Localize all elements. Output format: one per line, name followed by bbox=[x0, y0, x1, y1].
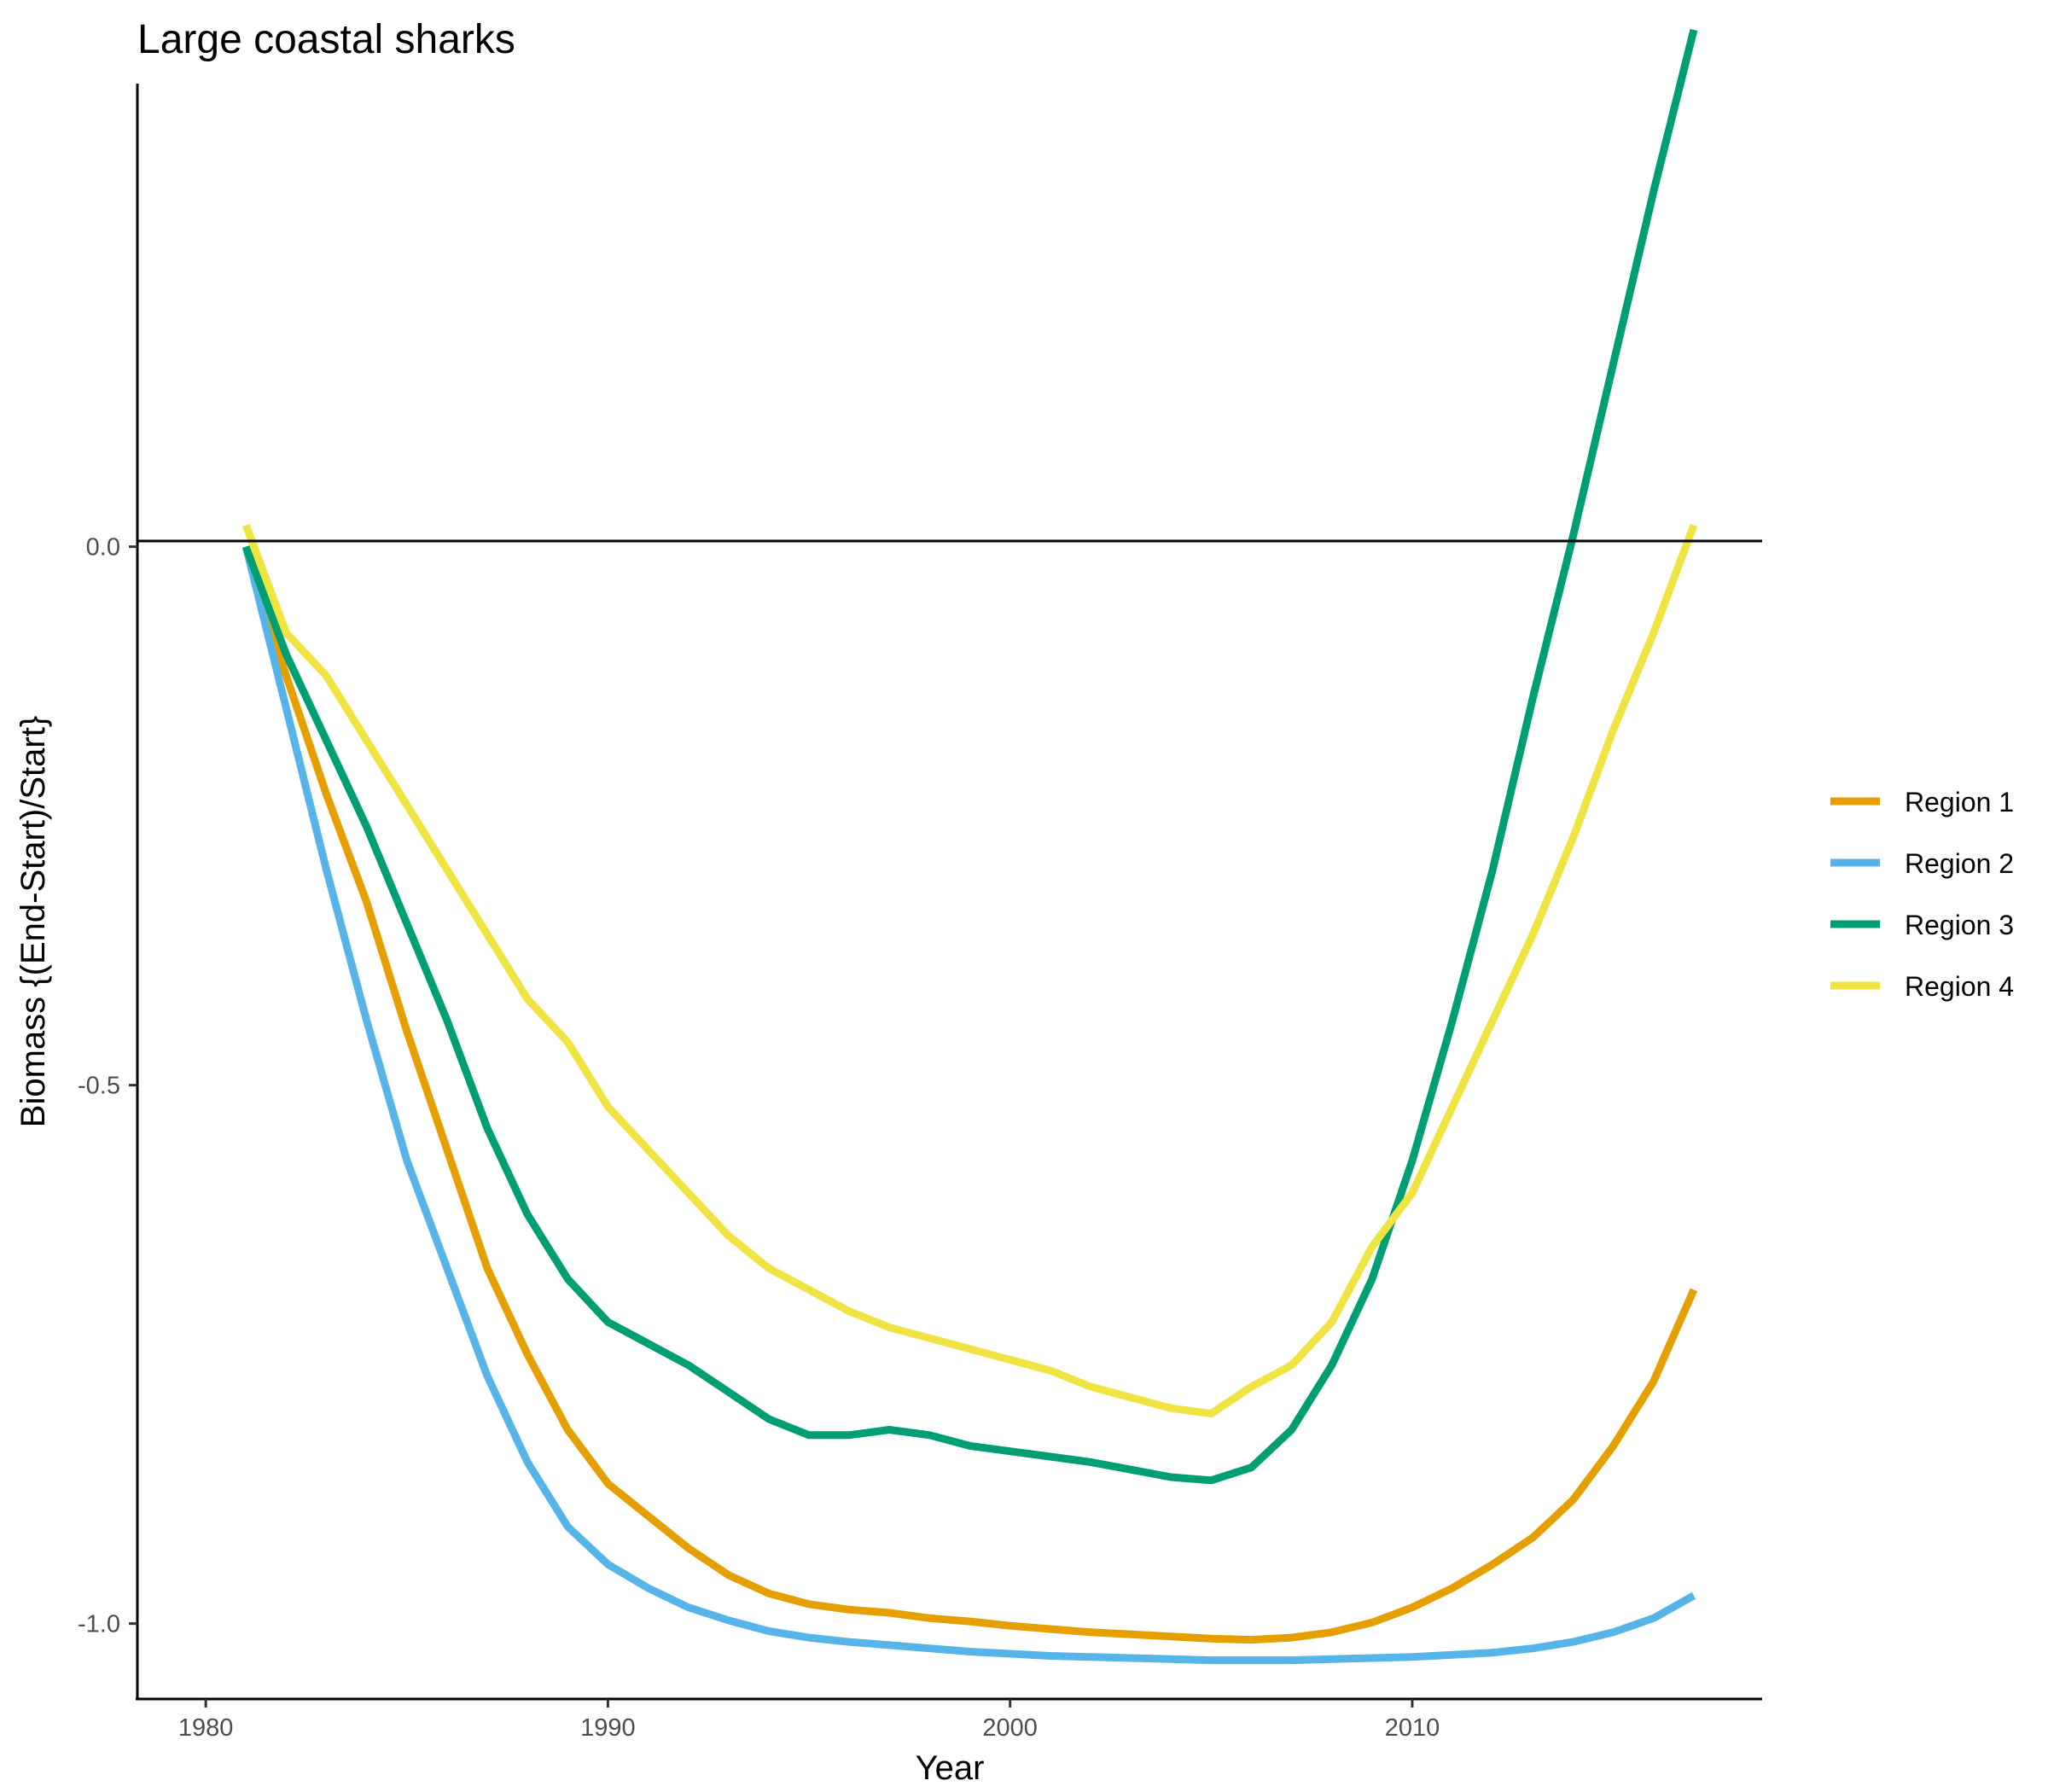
legend-item-region-2: Region 2 bbox=[1830, 848, 2014, 879]
plot-area bbox=[241, 28, 1698, 1665]
x-tick-label: 2000 bbox=[982, 1714, 1038, 1742]
x-tick-label: 1990 bbox=[580, 1714, 636, 1742]
series-line-region-1 bbox=[241, 545, 1698, 1644]
chart-title: Large coastal sharks bbox=[137, 17, 515, 62]
legend-item-region-4: Region 4 bbox=[1830, 971, 2014, 1002]
y-tick-label: 0.0 bbox=[86, 534, 120, 561]
series-line-region-3 bbox=[241, 28, 1698, 1485]
x-tick-label: 2010 bbox=[1385, 1714, 1440, 1742]
x-tick-label: 1980 bbox=[178, 1714, 234, 1742]
legend-item-region-3: Region 3 bbox=[1830, 910, 2014, 940]
legend-item-region-1: Region 1 bbox=[1830, 787, 2014, 817]
legend-label: Region 2 bbox=[1905, 848, 2014, 879]
x-axis-title: Year bbox=[916, 1749, 985, 1787]
x-axis: 1980 1990 2000 2010 bbox=[178, 1699, 1440, 1742]
series-line-region-2 bbox=[241, 545, 1696, 1665]
y-axis: -1.0 -0.5 0.0 bbox=[78, 534, 137, 1638]
legend: Region 1 Region 2 Region 3 Region 4 bbox=[1830, 787, 2014, 1002]
y-tick-label: -1.0 bbox=[78, 1611, 120, 1638]
y-tick-label: -0.5 bbox=[78, 1073, 120, 1100]
legend-label: Region 4 bbox=[1905, 971, 2014, 1002]
series-line-region-4 bbox=[241, 523, 1698, 1418]
legend-label: Region 3 bbox=[1905, 910, 2014, 940]
y-axis-title: Biomass {(End-Start)/Start} bbox=[15, 716, 52, 1127]
legend-label: Region 1 bbox=[1905, 787, 2014, 817]
